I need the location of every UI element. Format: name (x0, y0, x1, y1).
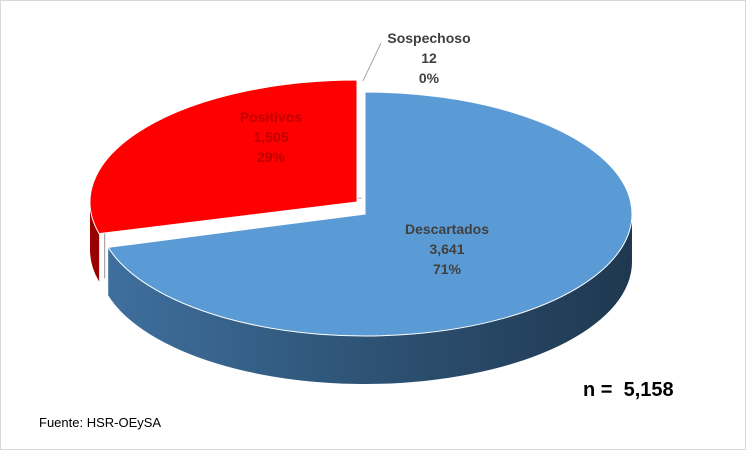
data-label-sospechoso-percent: 0% (419, 70, 440, 86)
data-label-descartados-percent: 71% (433, 261, 462, 277)
slice-side-sospechoso (104, 229, 106, 280)
slice-positivos (89, 79, 358, 235)
data-label-sospechoso-name: Sospechoso (387, 30, 470, 46)
data-label-descartados-value: 3,641 (429, 241, 464, 257)
source-note: Fuente: HSR-OEySA (39, 415, 162, 430)
data-label-positivos-value: 1,505 (253, 129, 288, 145)
slice-side-positivos (90, 202, 100, 282)
data-label-sospechoso-value: 12 (421, 50, 437, 66)
data-label-descartados-name: Descartados (405, 221, 489, 237)
total-count-label: n = 5,158 (583, 379, 674, 401)
leader-line-sospechoso (362, 42, 382, 82)
data-label-positivos-percent: 29% (257, 149, 286, 165)
data-label-positivos-name: Positivos (240, 109, 302, 125)
slice-descartados (107, 91, 633, 337)
slice-side-descartados (108, 214, 632, 384)
